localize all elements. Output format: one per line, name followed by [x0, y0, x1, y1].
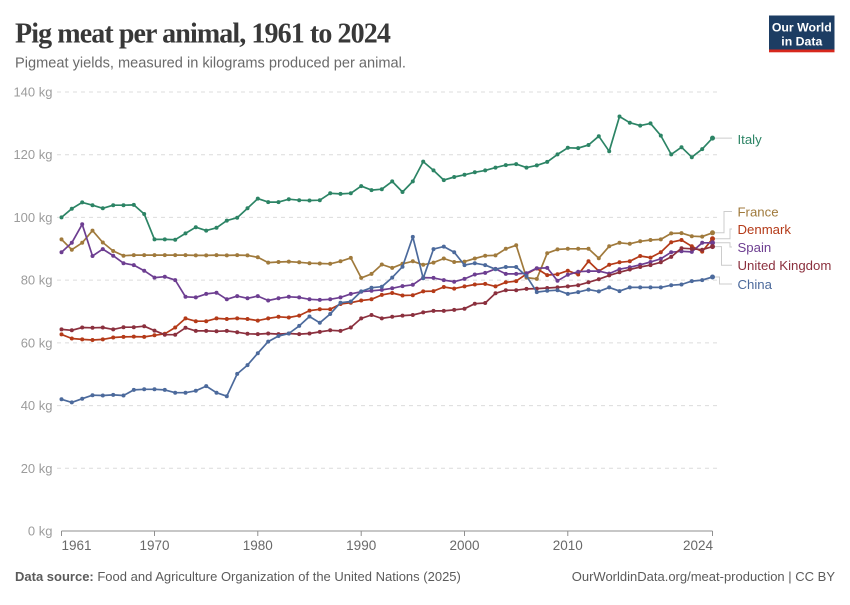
- svg-text:Data source: Food and Agricult: Data source: Food and Agriculture Organi…: [15, 569, 461, 584]
- svg-text:60 kg: 60 kg: [21, 335, 53, 350]
- svg-text:2010: 2010: [553, 538, 583, 553]
- svg-text:100 kg: 100 kg: [13, 210, 52, 225]
- svg-text:2024: 2024: [683, 538, 714, 553]
- svg-text:France: France: [738, 204, 779, 219]
- svg-text:Italy: Italy: [738, 132, 763, 147]
- svg-text:80 kg: 80 kg: [21, 273, 53, 288]
- svg-text:Pigmeat yields, measured in ki: Pigmeat yields, measured in kilograms pr…: [15, 56, 406, 72]
- svg-text:Spain: Spain: [738, 240, 772, 255]
- svg-text:in Data: in Data: [781, 35, 822, 49]
- svg-text:140 kg: 140 kg: [13, 85, 52, 100]
- svg-text:1961: 1961: [62, 538, 92, 553]
- svg-text:20 kg: 20 kg: [21, 461, 53, 476]
- svg-text:OurWorldinData.org/meat-produc: OurWorldinData.org/meat-production | CC …: [572, 569, 836, 584]
- svg-text:1970: 1970: [139, 538, 169, 553]
- svg-text:120 kg: 120 kg: [13, 147, 52, 162]
- svg-text:2000: 2000: [449, 538, 479, 553]
- svg-text:United Kingdom: United Kingdom: [738, 258, 832, 273]
- svg-text:Denmark: Denmark: [738, 222, 792, 237]
- svg-text:1980: 1980: [243, 538, 273, 553]
- svg-text:Our World: Our World: [772, 21, 832, 35]
- svg-text:China: China: [738, 277, 773, 292]
- svg-text:0 kg: 0 kg: [28, 524, 53, 539]
- svg-text:1990: 1990: [346, 538, 376, 553]
- svg-text:Pig meat per animal, 1961 to 2: Pig meat per animal, 1961 to 2024: [15, 19, 391, 50]
- svg-text:40 kg: 40 kg: [21, 398, 53, 413]
